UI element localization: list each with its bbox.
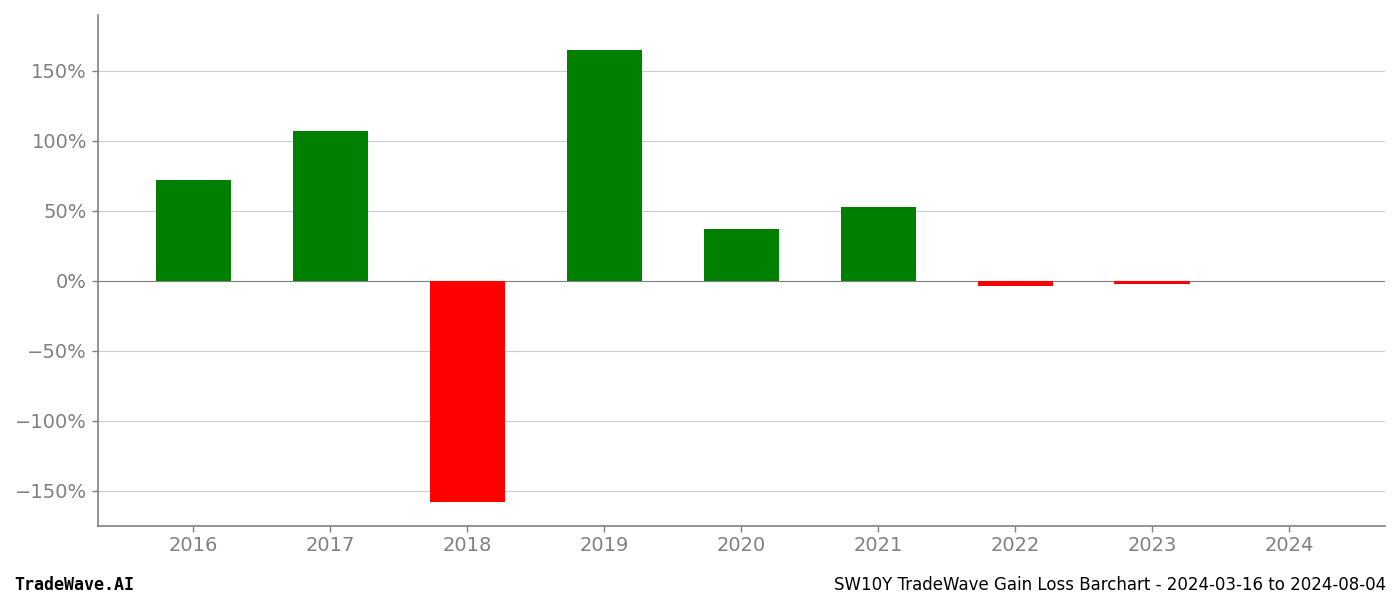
- Bar: [1114, 281, 1190, 284]
- Bar: [840, 206, 916, 281]
- Bar: [977, 281, 1053, 286]
- Bar: [430, 281, 505, 502]
- Text: TradeWave.AI: TradeWave.AI: [14, 576, 134, 594]
- Bar: [155, 180, 231, 281]
- Bar: [293, 131, 368, 281]
- Text: SW10Y TradeWave Gain Loss Barchart - 2024-03-16 to 2024-08-04: SW10Y TradeWave Gain Loss Barchart - 202…: [834, 576, 1386, 594]
- Bar: [567, 50, 643, 281]
- Bar: [704, 229, 778, 281]
